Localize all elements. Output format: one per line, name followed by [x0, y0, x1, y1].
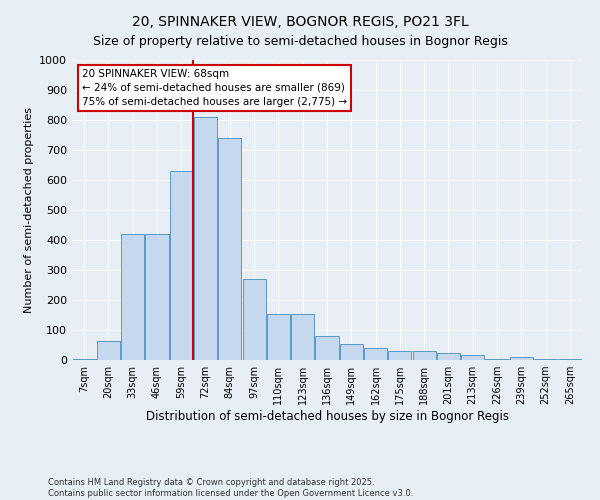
Bar: [485, 358, 509, 360]
Bar: [97, 342, 120, 360]
X-axis label: Distribution of semi-detached houses by size in Bognor Regis: Distribution of semi-detached houses by …: [146, 410, 509, 423]
Bar: [145, 234, 169, 360]
Bar: [242, 279, 266, 360]
Bar: [170, 171, 193, 360]
Bar: [534, 359, 557, 360]
Bar: [267, 314, 290, 360]
Y-axis label: Number of semi-detached properties: Number of semi-detached properties: [23, 107, 34, 313]
Bar: [461, 354, 484, 360]
Bar: [437, 354, 460, 360]
Bar: [413, 351, 436, 360]
Bar: [291, 314, 314, 360]
Text: Contains HM Land Registry data © Crown copyright and database right 2025.
Contai: Contains HM Land Registry data © Crown c…: [48, 478, 413, 498]
Bar: [218, 138, 241, 360]
Text: Size of property relative to semi-detached houses in Bognor Regis: Size of property relative to semi-detach…: [92, 35, 508, 48]
Bar: [510, 357, 533, 360]
Bar: [121, 234, 144, 360]
Bar: [340, 344, 363, 360]
Bar: [316, 336, 338, 360]
Bar: [194, 117, 217, 360]
Text: 20, SPINNAKER VIEW, BOGNOR REGIS, PO21 3FL: 20, SPINNAKER VIEW, BOGNOR REGIS, PO21 3…: [131, 15, 469, 29]
Bar: [364, 348, 387, 360]
Bar: [388, 351, 412, 360]
Text: 20 SPINNAKER VIEW: 68sqm
← 24% of semi-detached houses are smaller (869)
75% of : 20 SPINNAKER VIEW: 68sqm ← 24% of semi-d…: [82, 69, 347, 107]
